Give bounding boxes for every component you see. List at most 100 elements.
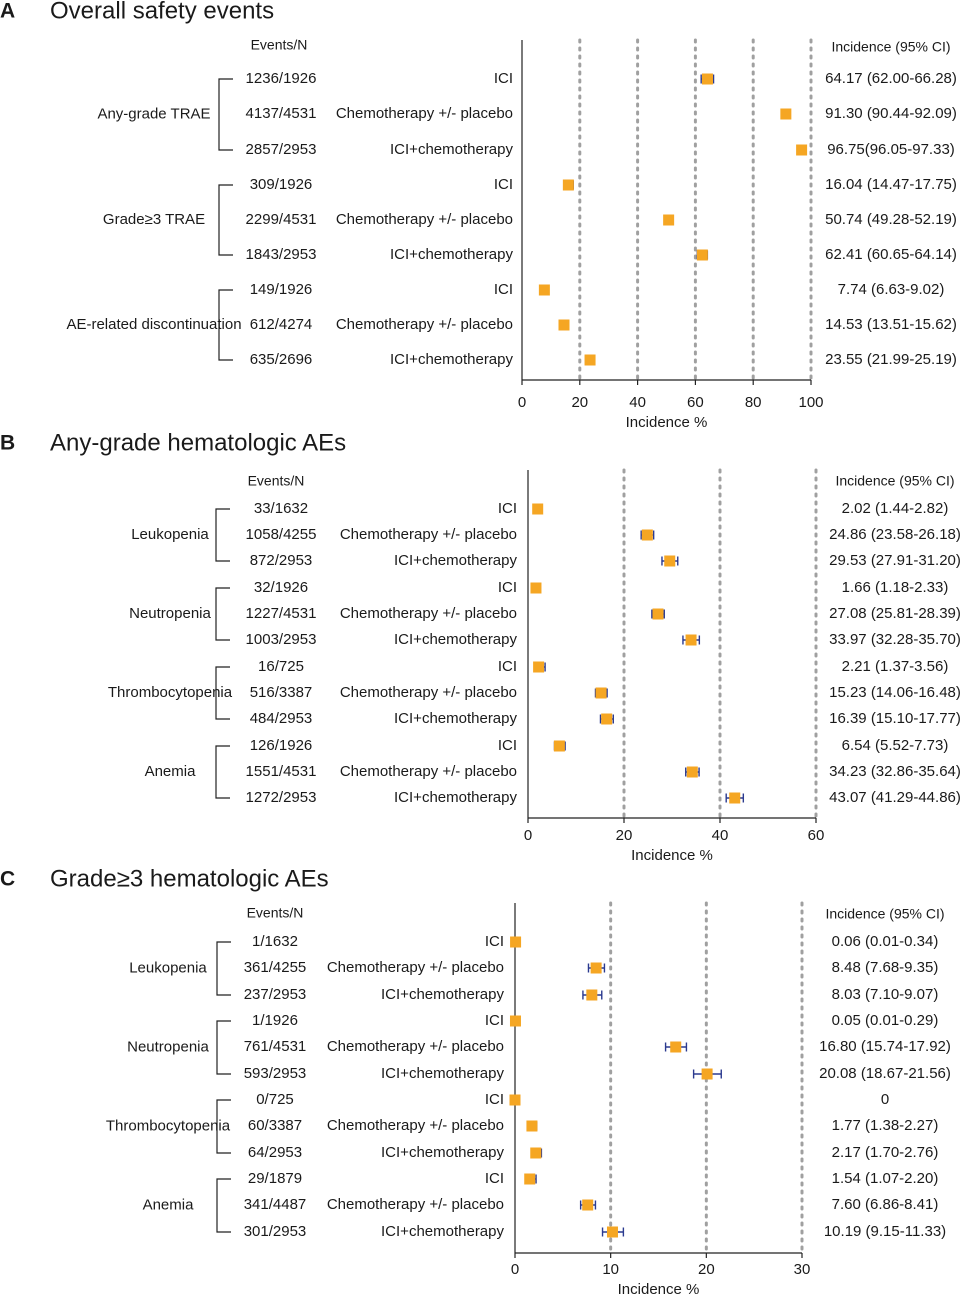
panel-b-events-value: 16/725 — [258, 658, 304, 675]
panel-c-title: Grade≥3 hematologic AEs — [50, 865, 329, 892]
panel-c-incidence-value: 10.19 (9.15-11.33) — [824, 1223, 946, 1240]
panel-b-group-label: Leukopenia — [131, 526, 209, 543]
panel-c-group-label: Anemia — [143, 1196, 195, 1213]
panel-a-incidence-value: 96.75(96.05-97.33) — [827, 141, 955, 158]
panel-c-arm-label: Chemotherapy +/- placebo — [327, 1117, 504, 1134]
panel-a-incidence-value: 91.30 (90.44-92.09) — [825, 105, 957, 122]
panel-a-group-label: Any-grade TRAE — [97, 105, 210, 122]
panel-b-point-marker — [685, 634, 697, 646]
panel-a-point-marker — [584, 354, 596, 366]
panel-a-events-value: 612/4274 — [250, 316, 313, 333]
panel-a-incidence-value: 50.74 (49.28-52.19) — [825, 211, 957, 228]
panel-b-point-marker — [532, 503, 544, 515]
panel-a-title: Overall safety events — [50, 0, 274, 24]
panel-c-incidence-value: 0.06 (0.01-0.34) — [832, 933, 939, 950]
panel-b-label: B — [0, 432, 15, 455]
panel-a-arm-label: ICI — [494, 281, 513, 298]
panel-a-incidence-value: 14.53 (13.51-15.62) — [825, 316, 957, 333]
panel-c-group-bracket — [216, 1178, 231, 1233]
panel-b-x-tick-label: 60 — [808, 827, 825, 844]
panel-c-incidence-value: 1.54 (1.07-2.20) — [832, 1170, 939, 1187]
panel-a-point-marker — [538, 284, 550, 296]
panel-b-incidence-value: 16.39 (15.10-17.77) — [829, 710, 961, 727]
panel-c-point-marker — [586, 989, 598, 1001]
panel-b-point-marker — [664, 555, 676, 567]
panel-b-events-value: 1003/2953 — [246, 631, 317, 648]
panel-c-incidence-value: 0.05 (0.01-0.29) — [832, 1012, 939, 1029]
panel-a-events-value: 2299/4531 — [246, 211, 317, 228]
panel-b-events-value: 516/3387 — [250, 684, 313, 701]
panel-b-events-value: 32/1926 — [254, 579, 308, 596]
panel-c-point-marker — [670, 1041, 682, 1053]
panel-a-group-label: AE-related discontinuation — [66, 316, 241, 333]
panel-b-events-value: 1227/4531 — [246, 605, 317, 622]
panel-b-point-marker — [530, 582, 542, 594]
panel-a-point-marker — [558, 319, 570, 331]
panel-b-events-value: 33/1632 — [254, 500, 308, 517]
panel-c-group-bracket — [216, 1020, 231, 1075]
panel-a-events-value: 1843/2953 — [246, 246, 317, 263]
panel-c-incidence-value: 7.60 (6.86-8.41) — [832, 1196, 939, 1213]
panel-b-group-bracket — [215, 666, 230, 720]
panel-a-events-value: 309/1926 — [250, 176, 313, 193]
panel-c-events-value: 1/1926 — [252, 1012, 298, 1029]
panel-b-point-marker — [601, 713, 613, 725]
panel-c-events-value: 301/2953 — [244, 1223, 307, 1240]
panel-a-events-value: 635/2696 — [250, 351, 313, 368]
panel-c-events-value: 60/3387 — [248, 1117, 302, 1134]
panel-c-arm-label: ICI+chemotherapy — [381, 1065, 504, 1082]
panel-a-incidence-value: 16.04 (14.47-17.75) — [825, 176, 957, 193]
panel-b-group-label: Anemia — [145, 763, 197, 780]
panel-c-point-marker — [701, 1068, 713, 1080]
panel-a-x-tick-label: 20 — [571, 394, 588, 411]
panel-b-point-marker — [533, 661, 545, 673]
panel-a-events-value: 2857/2953 — [246, 141, 317, 158]
panel-c-events-value: 1/1632 — [252, 933, 298, 950]
panel-a-label: A — [0, 0, 15, 23]
panel-b-arm-label: Chemotherapy +/- placebo — [340, 605, 517, 622]
panel-b-arm-label: Chemotherapy +/- placebo — [340, 763, 517, 780]
panel-c-arm-label: ICI+chemotherapy — [381, 1223, 504, 1240]
panel-c-x-tick-label: 10 — [602, 1261, 619, 1278]
panel-b-incidence-value: 24.86 (23.58-26.18) — [829, 526, 961, 543]
panel-a-x-tick-label: 0 — [518, 394, 526, 411]
panel-b-group-label: Thrombocytopenia — [108, 684, 233, 701]
panel-c-arm-label: Chemotherapy +/- placebo — [327, 1038, 504, 1055]
panel-b-group-bracket — [215, 508, 230, 562]
panel-c-arm-label: ICI — [485, 1170, 504, 1187]
panel-c-point-marker — [524, 1173, 536, 1185]
panel-c-events-value: 761/4531 — [244, 1038, 307, 1055]
panel-c-arm-label: ICI — [485, 933, 504, 950]
panel-b-incidence-value: 6.54 (5.52-7.73) — [842, 737, 949, 754]
panel-a-arm-label: Chemotherapy +/- placebo — [336, 105, 513, 122]
panel-a-group-bracket — [218, 184, 233, 256]
panel-b-point-marker — [686, 766, 698, 778]
panel-b-arm-label: ICI — [498, 737, 517, 754]
panel-a-point-marker — [796, 144, 808, 156]
panel-b-events-value: 484/2953 — [250, 710, 313, 727]
panel-a-events-value: 1236/1926 — [246, 70, 317, 87]
panel-c-incidence-value: 1.77 (1.38-2.27) — [832, 1117, 939, 1134]
panel-b-arm-label: ICI — [498, 500, 517, 517]
panel-c-point-marker — [509, 1094, 521, 1106]
panel-c-point-marker — [526, 1120, 538, 1132]
panel-c-incidence-value: 16.80 (15.74-17.92) — [819, 1038, 951, 1055]
panel-b-x-tick-label: 40 — [712, 827, 729, 844]
panel-c-point-marker — [510, 936, 522, 948]
panel-b-x-tick-label: 20 — [616, 827, 633, 844]
panel-a-incidence-value: 23.55 (21.99-25.19) — [825, 351, 957, 368]
panel-b-point-marker — [729, 792, 741, 804]
panel-b-incidence-value: 2.02 (1.44-2.82) — [842, 500, 949, 517]
panel-a-x-tick-label: 100 — [798, 394, 823, 411]
panel-a-events-value: 4137/4531 — [246, 105, 317, 122]
panel-b-events-value: 1058/4255 — [246, 526, 317, 543]
panel-c-incidence-header: Incidence (95% CI) — [825, 906, 944, 922]
panel-a-group-bracket — [218, 289, 233, 361]
panel-b-point-marker — [553, 740, 565, 752]
panel-c-incidence-value: 8.48 (7.68-9.35) — [832, 959, 939, 976]
panel-a-group-bracket — [218, 78, 233, 151]
panel-b-events-value: 1272/2953 — [246, 789, 317, 806]
panel-a-point-marker — [562, 179, 574, 191]
panel-a-point-marker — [663, 214, 675, 226]
